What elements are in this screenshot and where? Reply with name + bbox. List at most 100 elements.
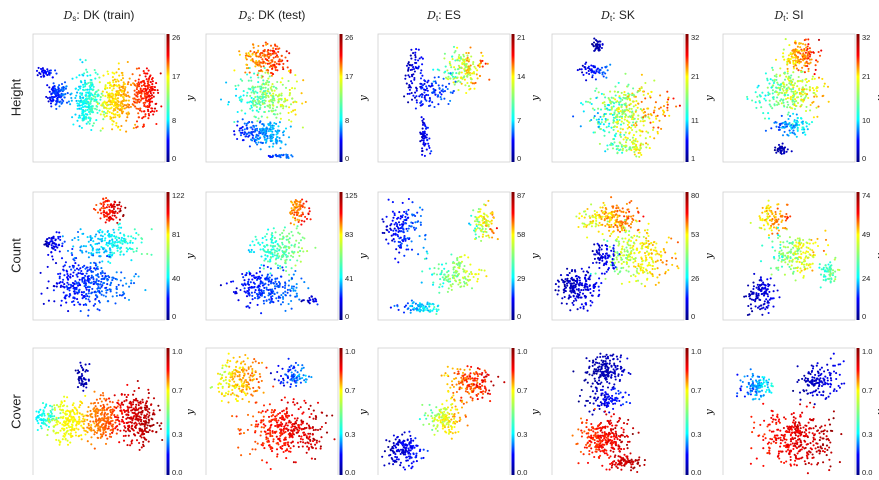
scatter-point <box>238 130 240 132</box>
scatter-point <box>81 279 83 281</box>
scatter-point <box>254 62 256 64</box>
scatter-point <box>271 248 273 250</box>
scatter-point <box>60 103 62 105</box>
scatter-point <box>293 274 295 276</box>
scatter-point <box>435 308 437 310</box>
scatter-point <box>294 101 296 103</box>
scatter-point <box>99 217 101 219</box>
scatter-point <box>813 116 815 118</box>
scatter-point <box>410 312 412 314</box>
scatter-point <box>109 262 111 264</box>
scatter-point <box>278 286 280 288</box>
scatter-point <box>87 82 89 84</box>
scatter-point <box>63 274 65 276</box>
scatter-point <box>84 283 86 285</box>
scatter-point <box>55 238 57 240</box>
scatter-point <box>426 149 428 151</box>
scatter-point <box>807 97 809 99</box>
scatter-point <box>583 66 585 68</box>
scatter-point <box>604 204 606 206</box>
scatter-point <box>434 80 436 82</box>
scatter-point <box>265 97 267 99</box>
scatter-point <box>113 85 115 87</box>
scatter-point <box>72 267 74 269</box>
scatter-point <box>400 230 402 232</box>
scatter-point <box>133 251 135 253</box>
scatter-point <box>260 255 262 257</box>
scatter-point <box>97 212 99 214</box>
scatter-point <box>424 125 426 127</box>
scatter-point <box>267 260 269 262</box>
scatter-point <box>386 226 388 228</box>
scatter-point <box>290 103 292 105</box>
scatter-point <box>787 104 789 106</box>
scatter-point <box>60 96 62 98</box>
scatter-point <box>55 95 57 97</box>
scatter-point <box>146 94 148 96</box>
scatter-point <box>245 133 247 135</box>
scatter-point <box>605 118 607 120</box>
scatter-point <box>65 302 67 304</box>
colorbar-tick-label: 26 <box>345 33 353 42</box>
scatter-point <box>596 71 598 73</box>
scatter-point <box>799 80 801 82</box>
scatter-point <box>288 52 290 54</box>
scatter-point <box>77 89 79 91</box>
scatter-point <box>293 245 295 247</box>
scatter-point <box>230 281 232 283</box>
scatter-point <box>64 81 66 83</box>
scatter-point <box>474 238 476 240</box>
scatter-point <box>622 148 624 150</box>
scatter-point <box>119 208 121 210</box>
scatter-point <box>282 296 284 298</box>
scatter-point <box>55 73 57 75</box>
scatter-point <box>42 74 44 76</box>
scatter-point <box>82 86 84 88</box>
scatter-point <box>250 139 252 141</box>
scatter-point <box>421 120 423 122</box>
scatter-point <box>59 90 61 92</box>
scatter-point <box>464 84 466 86</box>
scatter-point <box>95 119 97 121</box>
scatter-point <box>72 275 74 277</box>
scatter-point <box>234 85 236 87</box>
scatter-point <box>238 50 240 52</box>
scatter-point <box>636 140 638 142</box>
scatter-point <box>436 310 438 312</box>
scatter-point <box>53 82 55 84</box>
scatter-point <box>66 273 68 275</box>
scatter-point <box>599 116 601 118</box>
scatter-point <box>635 104 637 106</box>
scatter-point <box>123 254 125 256</box>
scatter-point <box>143 81 145 83</box>
scatter-point <box>263 290 265 292</box>
scatter-point <box>386 216 388 218</box>
scatter-point <box>640 120 642 122</box>
scatter-point <box>589 102 591 104</box>
scatter-point <box>635 144 637 146</box>
scatter-point <box>396 225 398 227</box>
scatter-point <box>244 131 246 133</box>
scatter-point <box>806 81 808 83</box>
scatter-point <box>128 104 130 106</box>
scatter-point <box>415 48 417 50</box>
scatter-point <box>777 83 779 85</box>
scatter-point <box>271 85 273 87</box>
scatter-point <box>63 283 65 285</box>
scatter-point <box>98 251 100 253</box>
scatter-point <box>261 58 263 60</box>
scatter-point <box>432 69 434 71</box>
scatter-point <box>237 84 239 86</box>
scatter-point <box>789 97 791 99</box>
scatter-point <box>807 38 809 40</box>
scatter-point <box>267 72 269 74</box>
scatter-point <box>428 147 430 149</box>
scatter-point <box>804 44 806 46</box>
scatter-point <box>798 43 800 45</box>
scatter-point <box>608 99 610 101</box>
scatter-point <box>599 43 601 45</box>
scatter-point <box>458 56 460 58</box>
scatter-point <box>288 106 290 108</box>
scatter-point <box>56 101 58 103</box>
scatter-point <box>97 73 99 75</box>
